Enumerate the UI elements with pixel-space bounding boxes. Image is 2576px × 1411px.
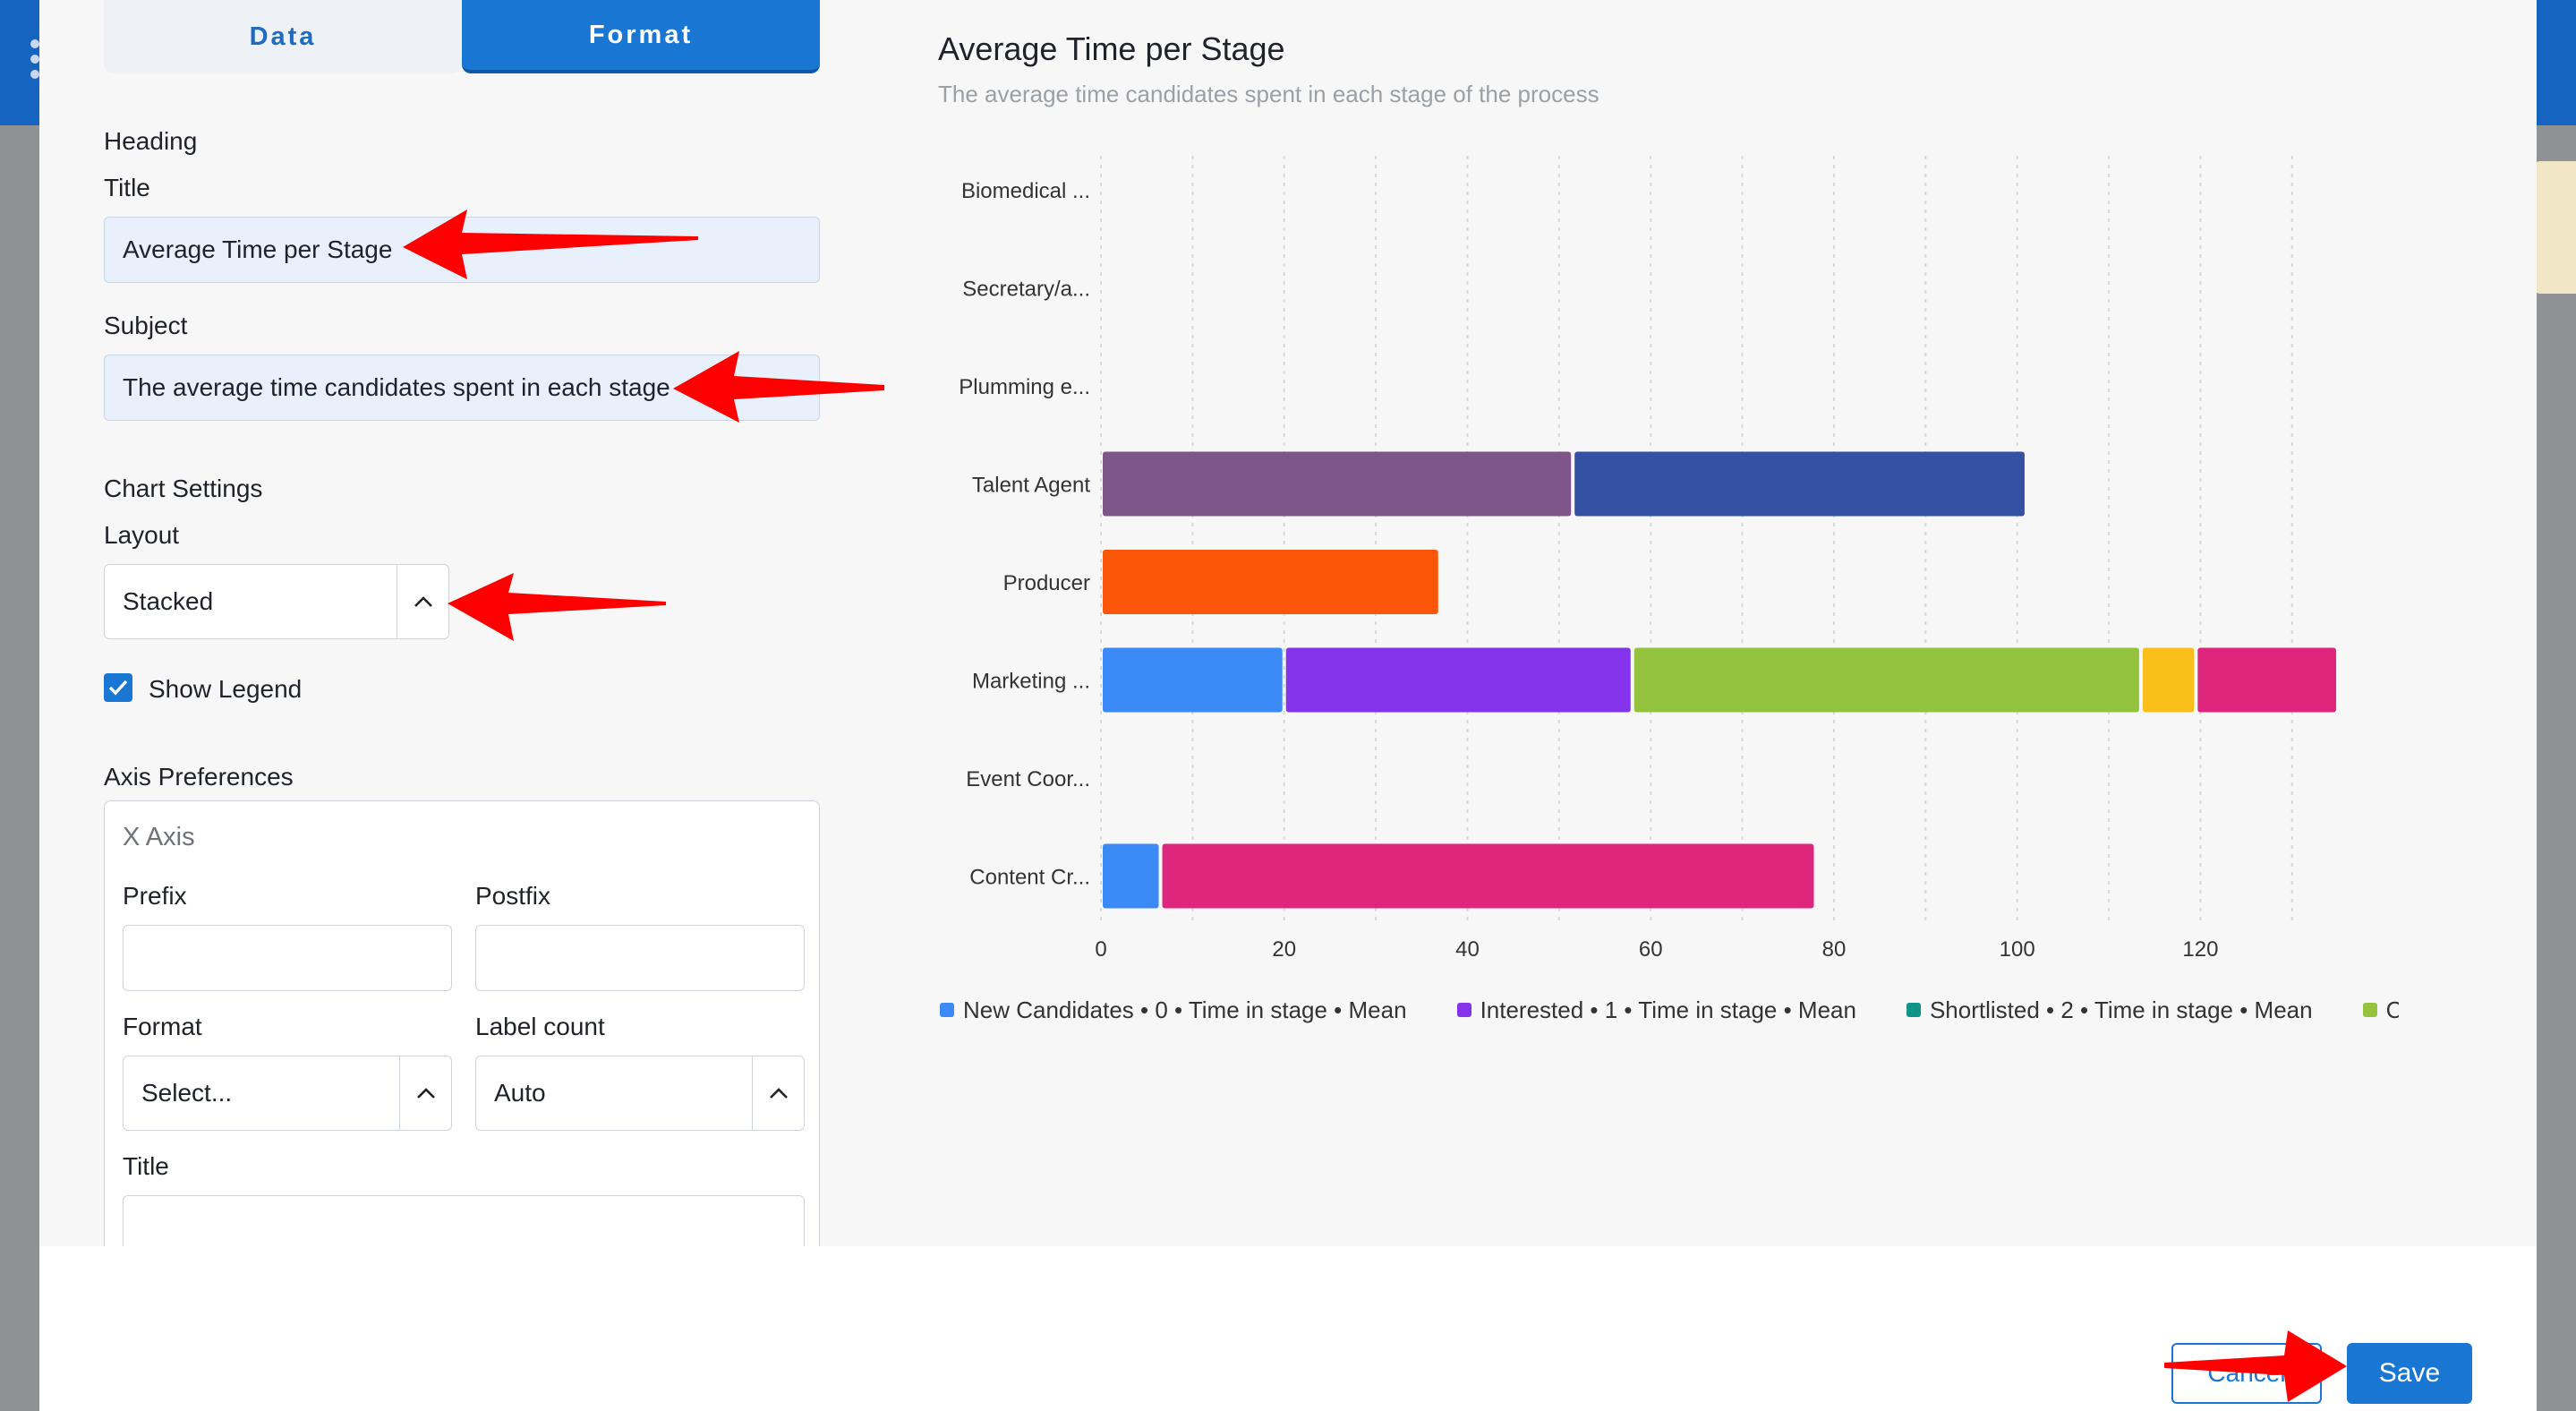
title-label: Title <box>104 174 150 201</box>
tab-data[interactable]: Data <box>104 0 462 73</box>
bar-segment[interactable] <box>2142 647 2195 713</box>
bar-segment[interactable] <box>1103 647 1283 713</box>
chart-subtitle: The average time candidates spent in eac… <box>938 81 1599 107</box>
cancel-button[interactable]: Cancel <box>2171 1343 2322 1404</box>
bar-segment[interactable] <box>1285 647 1631 713</box>
category-label: Secretary/a... <box>962 278 1090 302</box>
show-legend-checkbox[interactable] <box>104 673 132 702</box>
label-count-label: Label count <box>475 1013 605 1040</box>
x-tick-label: 100 <box>2000 937 2035 962</box>
axis-preferences-section-label: Axis Preferences <box>104 763 294 791</box>
format-select-value: Select... <box>141 1079 233 1107</box>
chart-legend: New Candidates • 0 • Time in stage • Mea… <box>940 996 2399 1031</box>
postfix-input[interactable] <box>475 925 805 991</box>
legend-swatch <box>2362 1003 2377 1017</box>
legend-swatch <box>1906 1003 1921 1017</box>
prefix-input[interactable] <box>123 925 452 991</box>
background-card <box>2533 161 2576 294</box>
category-label: Plumming e... <box>959 375 1090 399</box>
legend-item[interactable]: New Candidates • 0 • Time in stage • Mea… <box>940 996 1407 1024</box>
x-tick-label: 20 <box>1272 937 1296 962</box>
x-axis-heading: X Axis <box>123 823 195 851</box>
bar-segment[interactable] <box>1633 647 2139 713</box>
legend-label: Client S <box>2385 996 2399 1023</box>
tab-format[interactable]: Format <box>462 0 820 73</box>
chevron-up-icon <box>405 589 441 614</box>
save-button[interactable]: Save <box>2347 1343 2472 1404</box>
bar-segment[interactable] <box>1162 843 1814 909</box>
bar-segment[interactable] <box>2197 647 2336 713</box>
x-axis-card: X Axis Prefix Postfix Format Select... L… <box>104 800 820 1246</box>
modal-footer: Cancel Save <box>39 1311 2537 1411</box>
bar-segment[interactable] <box>1103 550 1438 614</box>
x-tick-label: 120 <box>2182 937 2218 962</box>
menu-icon[interactable] <box>30 39 43 88</box>
chart-editor-modal: Data Format Heading Title Subject Chart … <box>39 0 2537 1411</box>
chevron-up-icon <box>408 1081 444 1106</box>
category-label: Biomedical ... <box>961 179 1090 203</box>
format-select[interactable]: Select... <box>123 1056 452 1131</box>
category-label: Talent Agent <box>972 474 1090 498</box>
legend-swatch <box>940 1003 954 1017</box>
legend-item[interactable]: Client S <box>2362 996 2399 1024</box>
subject-input[interactable] <box>104 355 820 421</box>
label-count-select[interactable]: Auto <box>475 1056 805 1131</box>
prefix-label: Prefix <box>123 882 187 910</box>
axis-title-input[interactable] <box>123 1195 805 1246</box>
layout-label: Layout <box>104 521 180 549</box>
postfix-label: Postfix <box>475 882 551 910</box>
x-tick-label: 0 <box>1095 937 1106 962</box>
layout-select-value: Stacked <box>123 587 214 615</box>
legend-label: Shortlisted • 2 • Time in stage • Mean <box>1929 996 2313 1023</box>
legend-label: Interested • 1 • Time in stage • Mean <box>1480 996 1856 1023</box>
legend-item[interactable]: Shortlisted • 2 • Time in stage • Mean <box>1906 996 2313 1024</box>
check-icon <box>108 680 128 696</box>
bar-segment[interactable] <box>1103 843 1159 909</box>
chevron-up-icon <box>761 1081 797 1106</box>
axis-title-label: Title <box>123 1152 169 1180</box>
show-legend-label: Show Legend <box>149 675 303 703</box>
legend-label: New Candidates • 0 • Time in stage • Mea… <box>963 996 1407 1023</box>
legend-item[interactable]: Interested • 1 • Time in stage • Mean <box>1456 996 1856 1024</box>
category-label: Content Cr... <box>969 866 1090 890</box>
x-tick-label: 40 <box>1455 937 1480 962</box>
chart-preview: Average Time per Stage The average time … <box>872 0 2537 1246</box>
bar-segment[interactable] <box>1574 451 2025 517</box>
title-input[interactable] <box>104 217 820 283</box>
chart-title: Average Time per Stage <box>938 30 1285 67</box>
format-label: Format <box>123 1013 202 1040</box>
settings-panel: Data Format Heading Title Subject Chart … <box>39 0 872 1246</box>
bar-chart: 0 20 40 60 80 100 120 Biomedical ... Secretary/a… <box>959 156 2336 962</box>
x-tick-label: 80 <box>1822 937 1847 962</box>
x-tick-label: 60 <box>1639 937 1663 962</box>
subject-label: Subject <box>104 312 188 339</box>
heading-section-label: Heading <box>104 127 198 155</box>
bar-segment[interactable] <box>1103 451 1572 517</box>
category-label: Event Coor... <box>966 767 1090 791</box>
layout-select[interactable]: Stacked <box>104 564 449 639</box>
category-label: Marketing ... <box>972 670 1090 694</box>
chart-settings-section-label: Chart Settings <box>104 475 263 502</box>
category-label: Producer <box>1003 571 1090 595</box>
legend-swatch <box>1456 1003 1471 1017</box>
label-count-select-value: Auto <box>494 1079 546 1107</box>
